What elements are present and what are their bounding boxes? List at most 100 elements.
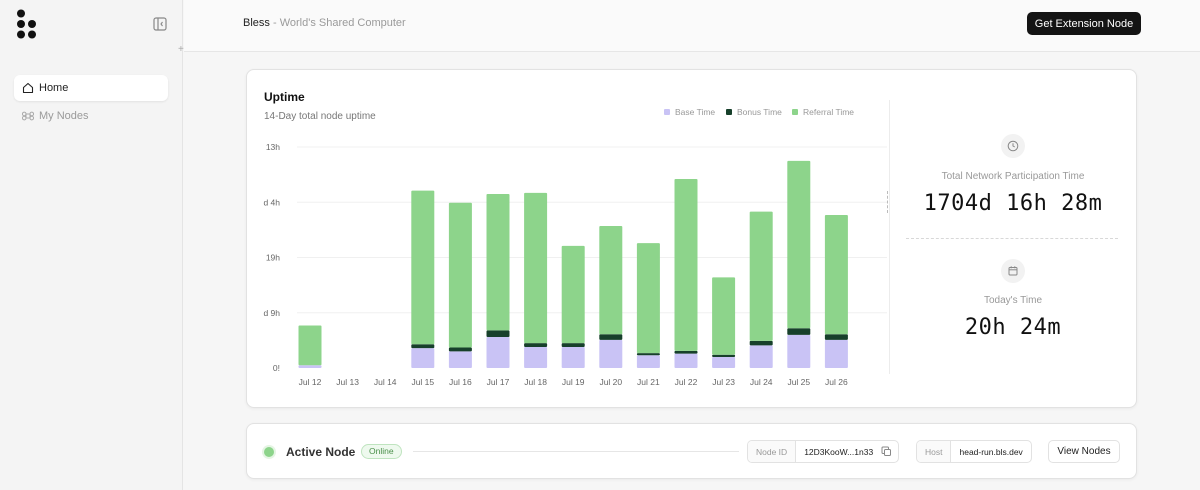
page-title: Bless - World's Shared Computer [243, 17, 406, 29]
bar-segment-bonus-time [787, 328, 811, 335]
total-participation-value: 1704d 16h 28m [923, 191, 1103, 216]
bar-segment-referral-time [636, 243, 660, 354]
bar-segment-base-time [636, 355, 660, 368]
bar-segment-bonus-time [824, 334, 848, 340]
bar-segment-base-time [712, 356, 736, 368]
bar-segment-referral-time [524, 192, 548, 344]
bar-segment-base-time [749, 345, 773, 368]
bar-segment-bonus-time [749, 340, 773, 346]
bar-segment-referral-time [561, 245, 585, 344]
y-tick-label: 19h [266, 253, 280, 263]
command-icon [22, 111, 34, 121]
node-id-field: Node ID 12D3KooW...1n33 [747, 440, 900, 463]
legend-label: Bonus Time [737, 107, 782, 117]
sidebar-collapse-icon[interactable] [153, 17, 167, 31]
y-tick-label: d 9h [263, 308, 280, 318]
bar-segment-bonus-time [561, 343, 585, 348]
y-tick-label: 0! [273, 363, 280, 373]
legend-base-time: Base Time [664, 107, 715, 117]
sidebar-item-my-nodes[interactable]: My Nodes [14, 103, 168, 129]
view-nodes-button[interactable]: View Nodes [1048, 440, 1120, 463]
bar-segment-bonus-time [712, 354, 736, 357]
x-tick-label: Jul 16 [449, 377, 472, 387]
bar-segment-referral-time [599, 226, 623, 335]
x-tick-label: Jul 25 [787, 377, 810, 387]
bar-segment-base-time [411, 348, 435, 368]
x-tick-label: Jul 22 [675, 377, 698, 387]
bar-segment-bonus-time [674, 350, 698, 354]
x-tick-label: Jul 15 [411, 377, 434, 387]
uptime-chart: 0! d 9h 19h d 4h 13h Jul 12 Jul 13 Jul 14 Jul 15… [263, 142, 887, 387]
bar-segment-referral-time [486, 193, 510, 331]
title-separator: - [269, 17, 280, 29]
bar-segment-referral-time [787, 160, 811, 329]
get-extension-node-button[interactable]: Get Extension Node [1027, 12, 1141, 35]
bar-segment-base-time [674, 353, 698, 368]
calendar-icon [1001, 259, 1025, 283]
x-tick-label: Jul 23 [712, 377, 735, 387]
active-node-card: Active Node Online Node ID 12D3KooW...1n… [246, 423, 1137, 479]
bar-segment-bonus-time [636, 353, 660, 356]
plus-icon: + [178, 44, 184, 55]
bar-segment-base-time [824, 339, 848, 368]
sidebar-item-label: Home [39, 82, 69, 94]
y-tick-label: d 4h [263, 197, 280, 207]
bless-logo-icon[interactable] [16, 9, 38, 39]
bar-segment-referral-time [448, 202, 472, 348]
host-value: head-run.bls.dev [959, 446, 1023, 457]
x-tick-label: Jul 19 [562, 377, 585, 387]
uptime-subtitle: 14-Day total node uptime [264, 111, 376, 122]
bar-segment-bonus-time [448, 347, 472, 352]
bar-segment-bonus-time [524, 343, 548, 348]
stats-divider [889, 100, 890, 374]
bar-segment-base-time [599, 339, 623, 368]
clock-icon [1001, 134, 1025, 158]
status-badge: Online [361, 444, 402, 459]
legend-swatch [726, 109, 732, 115]
bar-segment-referral-time [824, 214, 848, 335]
top-header: Bless - World's Shared Computer Get Exte… [184, 0, 1200, 52]
bar-segment-base-time [561, 347, 585, 368]
uptime-title: Uptime [264, 90, 305, 104]
x-tick-label: Jul 21 [637, 377, 660, 387]
x-tick-label: Jul 24 [750, 377, 773, 387]
active-node-title: Active Node [286, 445, 356, 459]
x-tick-label: Jul 13 [336, 377, 359, 387]
legend-swatch [792, 109, 798, 115]
home-icon [22, 82, 34, 94]
stats-separator [906, 238, 1118, 239]
bar-segment-referral-time [298, 325, 322, 366]
bar-segment-referral-time [674, 179, 698, 351]
bar-segment-base-time [298, 365, 322, 368]
legend-referral-time: Referral Time [792, 107, 854, 117]
x-tick-label: Jul 18 [524, 377, 547, 387]
legend-bonus-time: Bonus Time [726, 107, 782, 117]
today-time-label: Today's Time [983, 295, 1043, 306]
legend-label: Base Time [675, 107, 716, 117]
y-tick-label: 13h [266, 142, 280, 152]
legend-swatch [664, 109, 670, 115]
sidebar-item-home[interactable]: Home [14, 75, 168, 101]
x-tick-label: Jul 17 [487, 377, 510, 387]
today-time-value: 20h 24m [964, 315, 1062, 340]
host-label: Host [917, 441, 952, 462]
bar-segment-referral-time [411, 190, 435, 345]
bar-segment-referral-time [712, 277, 736, 355]
node-id-value: 12D3KooW...1n33 [804, 446, 874, 457]
node-id-label: Node ID [748, 441, 797, 462]
uptime-card: Uptime 14-Day total node uptime Base Tim… [246, 69, 1137, 408]
host-field: Host head-run.bls.dev [916, 440, 1032, 463]
brand-tagline: World's Shared Computer [279, 17, 406, 29]
status-dot [264, 447, 274, 457]
x-tick-label: Jul 20 [599, 377, 622, 387]
bar-segment-bonus-time [599, 334, 623, 340]
sidebar: Home My Nodes [0, 0, 183, 490]
legend-label: Referral Time [803, 107, 855, 117]
brand-name: Bless [243, 17, 270, 29]
bar-segment-base-time [448, 351, 472, 368]
copy-icon[interactable] [881, 446, 892, 457]
sidebar-item-label: My Nodes [39, 110, 89, 122]
divider-handle [887, 191, 890, 213]
node-divider-line [413, 451, 739, 452]
bar-segment-bonus-time [411, 344, 435, 349]
